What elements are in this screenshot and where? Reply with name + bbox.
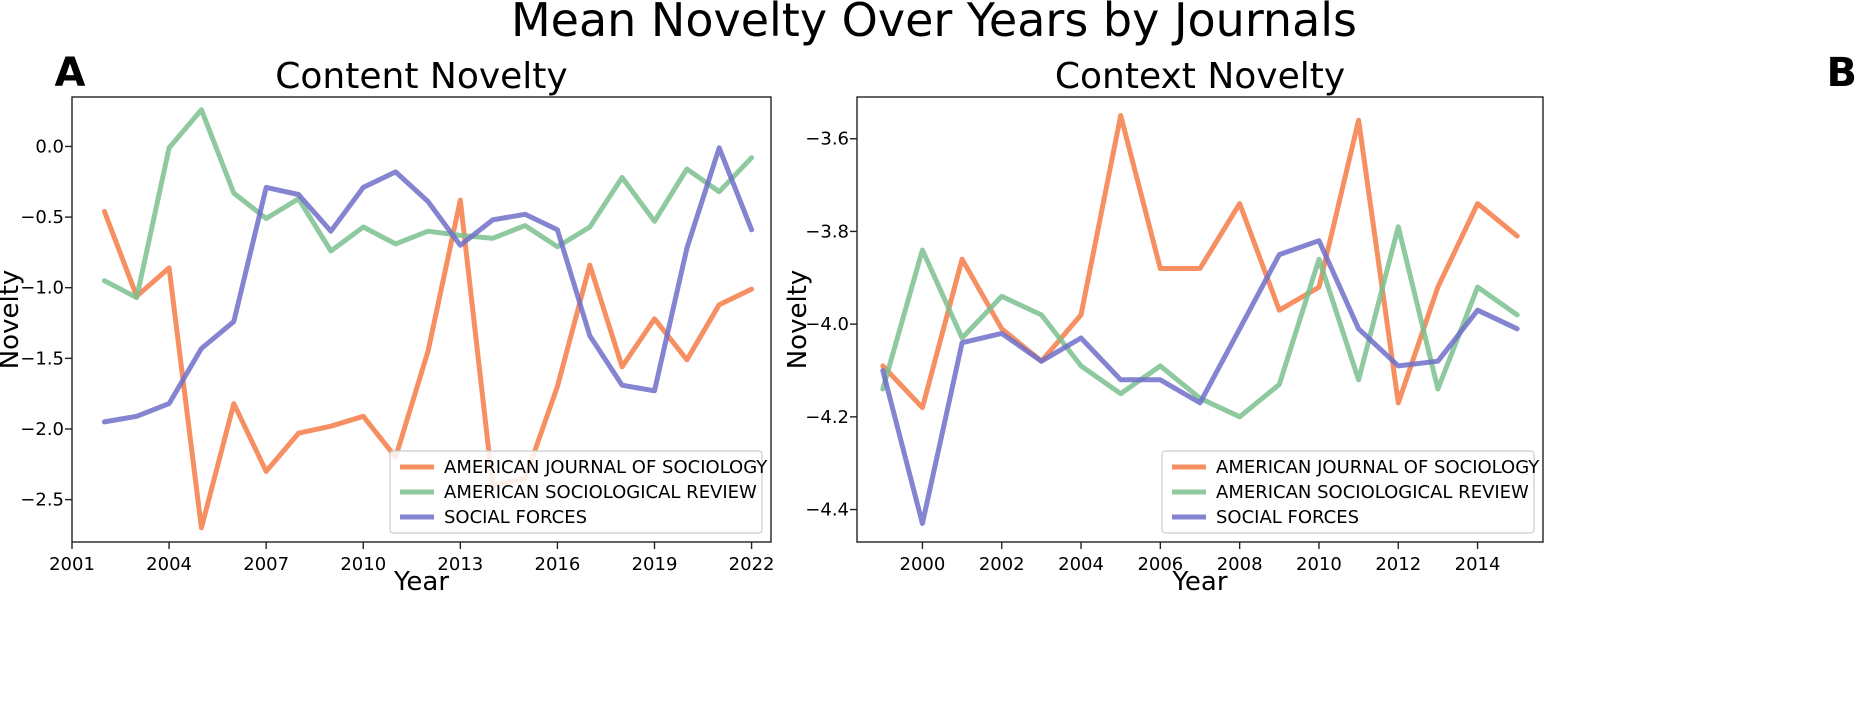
y-tick-label: −3.6 <box>805 129 849 150</box>
x-tick-label: 2006 <box>1137 554 1183 575</box>
x-axis-label: Year <box>1171 567 1227 597</box>
y-axis-label: Novelty <box>0 270 25 370</box>
figure-suptitle: Mean Novelty Over Years by Journals <box>511 0 1357 47</box>
panel-title: Context Novelty <box>1055 56 1345 97</box>
y-tick-label: −3.8 <box>805 221 849 242</box>
plot-frame <box>71 96 772 543</box>
x-tick-label: 2012 <box>1375 554 1421 575</box>
legend-entry-american-journal-of-sociology: AMERICAN JOURNAL OF SOCIOLOGY <box>1216 457 1540 478</box>
legend-entry-social-forces: SOCIAL FORCES <box>444 507 587 528</box>
legend-entry-american-sociological-review: AMERICAN SOCIOLOGICAL REVIEW <box>444 482 757 503</box>
panel-label: B <box>1827 50 1858 96</box>
x-tick-label: 2013 <box>437 554 483 575</box>
x-tick-label: 2014 <box>1455 554 1501 575</box>
x-tick-label: 2010 <box>1296 554 1342 575</box>
series-line-american-journal-of-sociology <box>101 197 755 531</box>
panel-content-novelty: Content Novelty A 2001 2004 2007 2010 2013 2016… <box>0 50 774 597</box>
series-line-american-sociological-review <box>101 107 755 301</box>
x-tick-label: 2004 <box>1058 554 1104 575</box>
legend-entry-american-journal-of-sociology: AMERICAN JOURNAL OF SOCIOLOGY <box>444 457 768 478</box>
y-tick-label: −1.5 <box>20 348 64 369</box>
legend-box <box>1161 450 1535 534</box>
y-tick-label: −2.0 <box>20 419 64 440</box>
x-tick-label: 2001 <box>49 554 95 575</box>
y-tick-label: 0.0 <box>35 136 64 157</box>
panel-context-novelty: Context Novelty B 2000 2002 2004 2006 2008 2010… <box>783 50 1857 597</box>
x-tick-label: 2010 <box>340 554 386 575</box>
x-tick-label: 2022 <box>729 554 775 575</box>
x-axis-label: Year <box>393 567 449 597</box>
x-tick-label: 2000 <box>900 554 946 575</box>
x-tick-label: 2002 <box>979 554 1025 575</box>
y-tick-label: −0.5 <box>20 207 64 228</box>
legend: AMERICAN JOURNAL OF SOCIOLOGY AMERICAN SO… <box>1161 450 1540 534</box>
plot-frame <box>856 96 1544 543</box>
series-line-american-sociological-review <box>880 224 1520 420</box>
x-tick-label: 2019 <box>632 554 678 575</box>
y-tick-label: −1.0 <box>20 278 64 299</box>
x-tick-label: 2016 <box>535 554 581 575</box>
panel-title: Content Novelty <box>275 56 567 97</box>
legend-box <box>389 450 763 534</box>
x-tick-label: 2004 <box>146 554 192 575</box>
series-line-social-forces <box>880 238 1520 526</box>
y-tick-label: −2.5 <box>20 490 64 511</box>
y-tick-label: −4.4 <box>805 500 849 521</box>
series-line-social-forces <box>101 145 755 425</box>
y-tick-label: −4.0 <box>805 314 849 335</box>
legend: AMERICAN JOURNAL OF SOCIOLOGY AMERICAN SO… <box>389 450 768 534</box>
x-tick-label: 2008 <box>1217 554 1263 575</box>
y-tick-label: −4.2 <box>805 407 849 428</box>
panel-label: A <box>55 50 86 96</box>
y-axis-label: Novelty <box>783 270 813 370</box>
legend-entry-american-sociological-review: AMERICAN SOCIOLOGICAL REVIEW <box>1216 482 1529 503</box>
legend-entry-social-forces: SOCIAL FORCES <box>1216 507 1359 528</box>
x-tick-label: 2007 <box>243 554 289 575</box>
